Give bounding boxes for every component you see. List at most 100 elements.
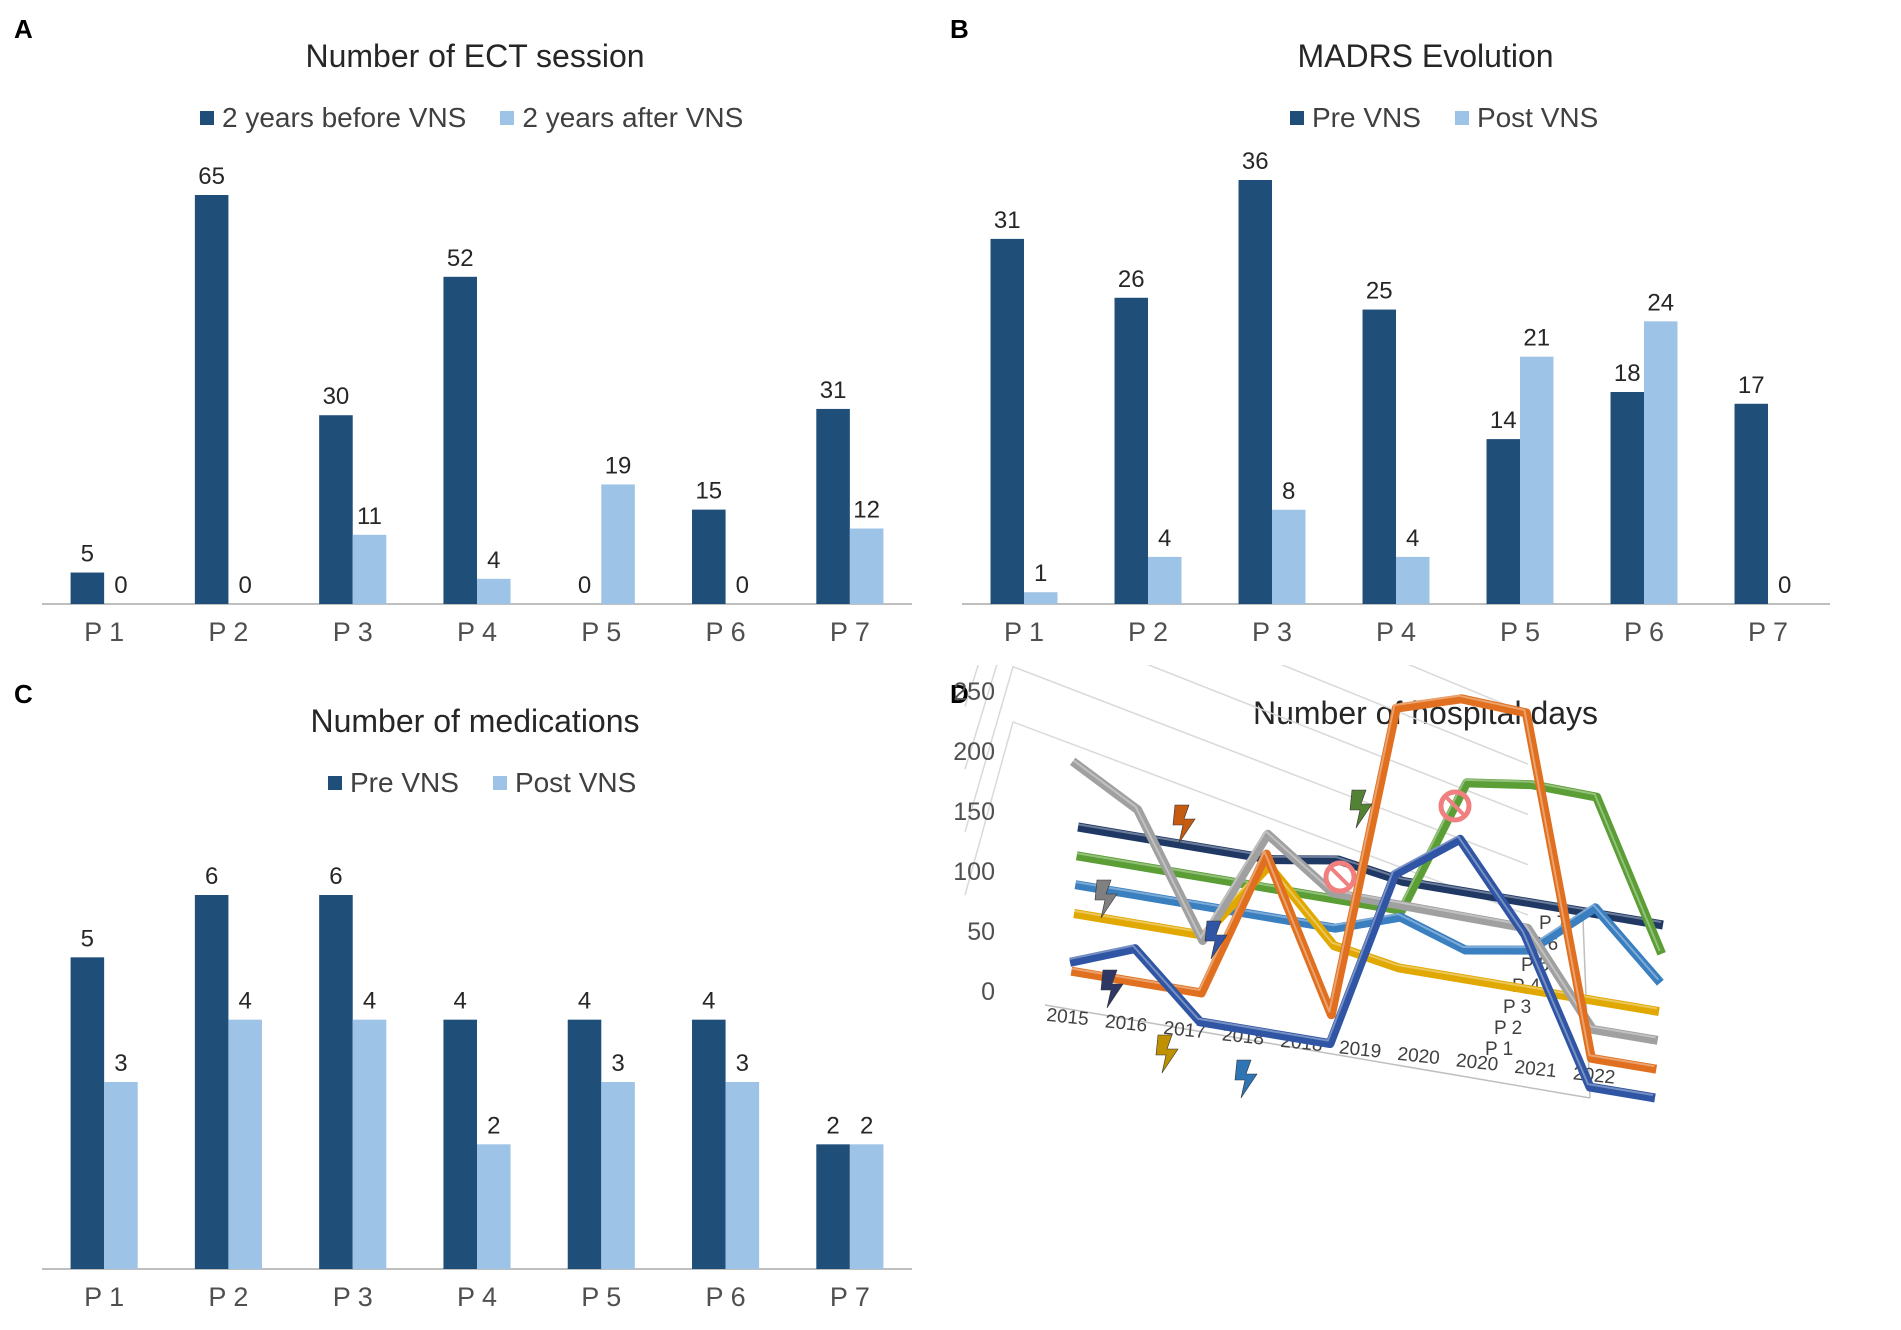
legend-swatch-post bbox=[1454, 111, 1469, 125]
bar bbox=[194, 195, 229, 604]
bar bbox=[849, 528, 884, 604]
data-label: 2 bbox=[487, 1112, 500, 1139]
bar bbox=[1734, 403, 1768, 604]
x-tick-label: P 7 bbox=[1748, 617, 1788, 647]
data-label: 52 bbox=[447, 245, 474, 272]
legend-item-pre: Pre VNS bbox=[1290, 102, 1421, 134]
x-tick-label: 2019 bbox=[1338, 1037, 1382, 1062]
bar bbox=[1644, 321, 1678, 604]
bar bbox=[319, 895, 353, 1269]
x-tick-label: P 4 bbox=[457, 617, 497, 647]
series-ribbon bbox=[1069, 834, 1656, 1103]
panel-letter: C bbox=[14, 679, 33, 709]
prohibition-icon-slash bbox=[1328, 865, 1352, 889]
data-label: 25 bbox=[1366, 278, 1393, 305]
bar bbox=[1272, 509, 1306, 604]
data-label: 65 bbox=[198, 163, 225, 190]
x-tick-label: 2021 bbox=[1513, 1057, 1557, 1082]
legend-label-pre: 2 years before VNS bbox=[222, 102, 467, 133]
legend: 2 years before VNS 2 years after VNS bbox=[200, 102, 743, 134]
x-tick-label: P 6 bbox=[1624, 617, 1664, 647]
lightning-bolt-icon bbox=[1349, 789, 1373, 829]
data-label: 3 bbox=[114, 1050, 127, 1077]
data-label: 5 bbox=[81, 541, 94, 568]
panel-letter: A bbox=[14, 14, 33, 44]
panel-letter: B bbox=[950, 14, 969, 44]
bar bbox=[1362, 309, 1396, 604]
x-tick-label: 2015 bbox=[1045, 1005, 1089, 1030]
x-tick-label: P 7 bbox=[830, 617, 870, 647]
gridline bbox=[964, 721, 1529, 916]
x-tick-label: P 6 bbox=[706, 1282, 746, 1312]
lightning-bolt-icon bbox=[1155, 1034, 1179, 1074]
data-label: 6 bbox=[329, 863, 342, 890]
bar bbox=[725, 1082, 760, 1269]
x-tick-label: 2020 bbox=[1396, 1044, 1440, 1069]
y-tick-label: 50 bbox=[967, 918, 995, 946]
data-label: 4 bbox=[702, 988, 715, 1015]
lightning-bolt-icon bbox=[1172, 804, 1196, 844]
depth-tick-label: P 3 bbox=[1503, 997, 1531, 1018]
x-tick-label: P 5 bbox=[1500, 617, 1540, 647]
data-label: 2 bbox=[860, 1112, 873, 1139]
bar bbox=[1024, 592, 1058, 604]
prohibition-icon bbox=[1323, 860, 1357, 894]
data-label: 4 bbox=[239, 988, 252, 1015]
x-tick-label: P 4 bbox=[457, 1282, 497, 1312]
data-label: 4 bbox=[487, 547, 500, 574]
data-label: 31 bbox=[994, 207, 1021, 234]
bar bbox=[567, 1019, 602, 1269]
bar bbox=[1238, 180, 1272, 604]
data-label: 0 bbox=[114, 572, 127, 599]
data-label: 4 bbox=[363, 988, 376, 1015]
data-label: 4 bbox=[1158, 525, 1171, 552]
x-tick-label: P 3 bbox=[1252, 617, 1292, 647]
x-tick-label: P 2 bbox=[1128, 617, 1168, 647]
x-tick-label: P 1 bbox=[1004, 617, 1044, 647]
bar bbox=[1114, 297, 1148, 604]
bar bbox=[104, 1082, 138, 1269]
lightning-bolt-icon bbox=[1100, 969, 1124, 1009]
lightning-bolt-icon bbox=[1204, 920, 1228, 960]
prohibition-icon-slash bbox=[1443, 794, 1467, 818]
x-tick-label: P 4 bbox=[1376, 617, 1416, 647]
legend-item-post: Post VNS bbox=[1454, 102, 1598, 134]
y-tick-label: 150 bbox=[953, 798, 995, 826]
panel-b: B MADRS Evolution Pre VNS Post VNS 31 1 P … bbox=[950, 0, 1901, 665]
bar bbox=[443, 1019, 477, 1269]
panel-d: D Number of hospital days 0 50 100 150 200 25… bbox=[950, 665, 1901, 1330]
x-tick-label: P 1 bbox=[84, 617, 124, 647]
x-tick-label: P 3 bbox=[333, 617, 373, 647]
data-label: 0 bbox=[578, 572, 591, 599]
lightning-bolt-icon bbox=[1234, 1059, 1258, 1099]
floor-edge bbox=[1044, 1004, 1591, 1099]
legend-swatch-post bbox=[492, 776, 507, 790]
legend-swatch-pre bbox=[200, 111, 214, 125]
data-label: 0 bbox=[1778, 572, 1791, 599]
x-tick-label: 2020 bbox=[1455, 1050, 1499, 1075]
series-ribbon-highlight bbox=[1073, 880, 1660, 981]
data-label: 4 bbox=[1406, 525, 1419, 552]
lightning-bolt-icon bbox=[1094, 879, 1118, 919]
data-label: 5 bbox=[81, 925, 94, 952]
data-label: 4 bbox=[454, 988, 467, 1015]
x-tick-label: P 3 bbox=[333, 1282, 373, 1312]
legend-item-pre: Pre VNS bbox=[328, 767, 459, 799]
x-tick-label: P 5 bbox=[581, 1282, 621, 1312]
bar bbox=[352, 534, 387, 604]
data-label: 24 bbox=[1647, 289, 1674, 316]
legend-swatch-post bbox=[500, 111, 515, 125]
data-label: 18 bbox=[1614, 360, 1641, 387]
legend-item-post: 2 years after VNS bbox=[500, 102, 743, 134]
legend-label-pre: Pre VNS bbox=[1312, 102, 1421, 133]
bar bbox=[70, 572, 105, 604]
legend: Pre VNS Post VNS bbox=[1290, 102, 1598, 134]
legend-item-post: Post VNS bbox=[492, 767, 636, 799]
panel-letter: D bbox=[950, 679, 969, 709]
bar-chart-plot: 31 1 P 1 26 4 P 2 36 8 P 3 25 4 P 4 14 21 P 5 18 24 P 6 17… bbox=[962, 148, 1830, 647]
bar bbox=[70, 957, 105, 1269]
bar bbox=[319, 415, 353, 604]
depth-tick-label: P 1 bbox=[1485, 1039, 1513, 1060]
prohibition-icon bbox=[1438, 789, 1472, 823]
bar bbox=[1148, 556, 1182, 604]
